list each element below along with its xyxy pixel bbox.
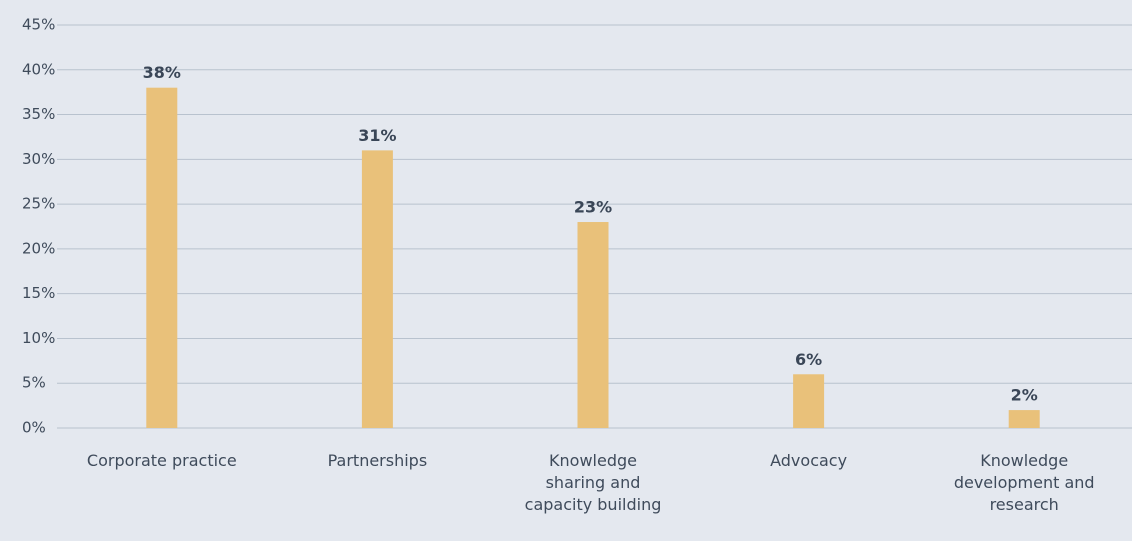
value-label: 38% <box>143 63 181 82</box>
y-tick-label: 20% <box>22 239 55 257</box>
bar <box>1008 410 1040 428</box>
x-tick-label: Knowledge development and research <box>953 451 1095 514</box>
x-tick-label: Advocacy <box>770 451 848 470</box>
y-tick-label: 10% <box>22 329 55 347</box>
y-tick-label: 5% <box>22 374 46 392</box>
value-label: 23% <box>574 198 612 217</box>
y-tick-label: 35% <box>22 105 55 123</box>
value-label: 6% <box>795 350 822 369</box>
y-tick-label: 0% <box>22 419 46 437</box>
bar <box>577 222 609 428</box>
bar <box>793 374 825 428</box>
x-tick-label: Corporate practice <box>86 451 237 470</box>
y-tick-label: 25% <box>22 195 55 213</box>
y-tick-label: 45% <box>22 16 55 34</box>
y-tick-label: 30% <box>22 150 55 168</box>
bar <box>361 150 393 428</box>
bar <box>146 87 178 428</box>
x-tick-label: Partnerships <box>327 451 428 470</box>
x-tick-label: Knowledge sharing and capacity building <box>524 451 662 514</box>
value-label: 31% <box>358 126 396 145</box>
y-tick-label: 15% <box>22 284 55 302</box>
value-label: 2% <box>1011 386 1038 405</box>
y-tick-label: 40% <box>22 60 55 78</box>
